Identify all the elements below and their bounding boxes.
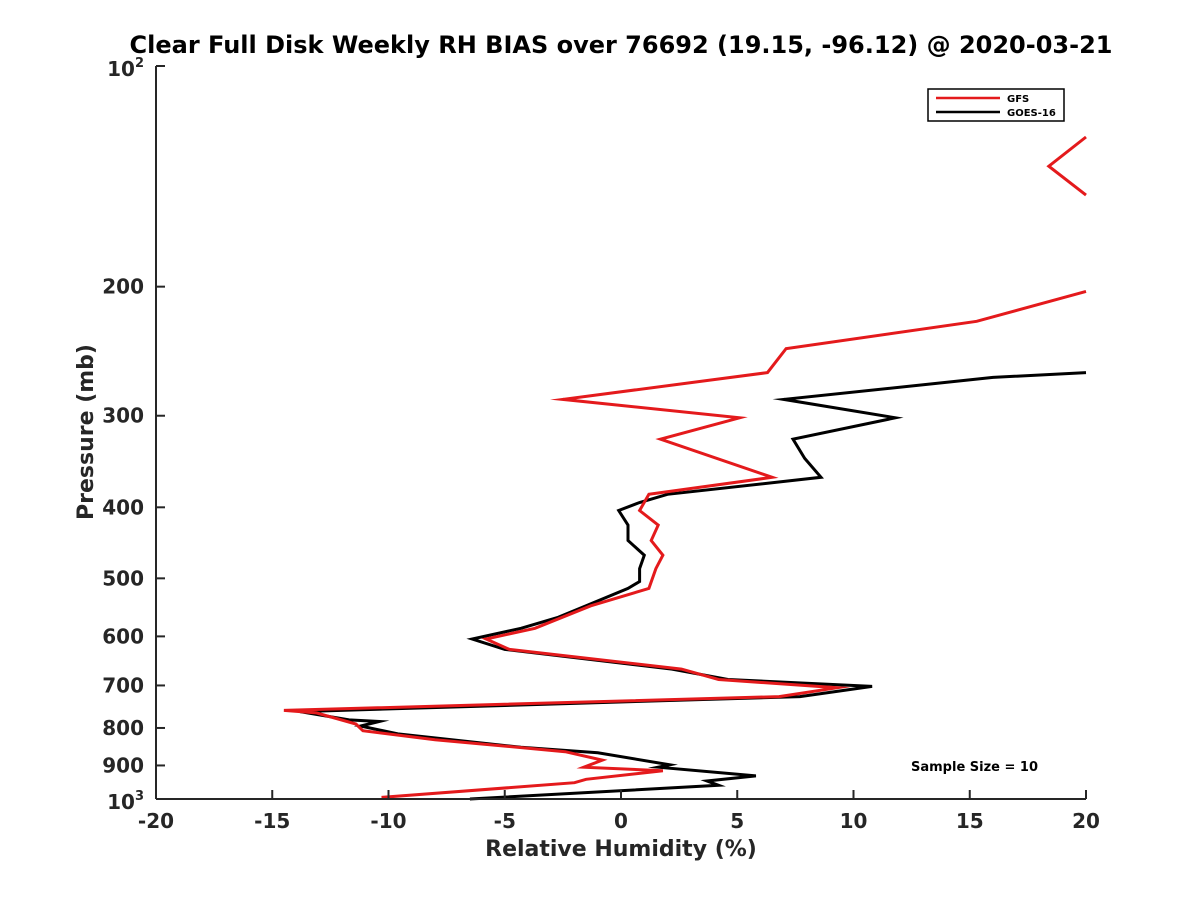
x-ticks: -20 -15 -10 -5 0 5 10 15 20 xyxy=(138,790,1100,833)
x-tick-label: -10 xyxy=(370,809,406,833)
x-tick-label: 20 xyxy=(1072,809,1100,833)
legend-label-goes16: GOES-16 xyxy=(1007,108,1056,119)
series-line-gfs-2 xyxy=(283,289,1087,799)
y-tick-label: 900 xyxy=(102,753,144,777)
y-ticks: 200 300 400 500 600 700 800 900 xyxy=(102,65,165,800)
y-tick-label: 800 xyxy=(102,716,144,740)
y-top-exp: 2 xyxy=(135,56,144,71)
y-tick-label: 200 xyxy=(102,275,144,299)
legend-box xyxy=(927,88,1065,122)
x-tick-label: 10 xyxy=(840,809,868,833)
y-tick-label: 600 xyxy=(102,624,144,648)
series-layer xyxy=(283,135,1087,801)
x-tick-label: -5 xyxy=(494,809,516,833)
y-tick-label: 500 xyxy=(102,566,144,590)
y-bottom-tick-label: 103 xyxy=(107,789,144,814)
y-top-tick-label: 102 xyxy=(107,56,144,81)
x-tick-label: 5 xyxy=(730,809,744,833)
y-tick-label: 700 xyxy=(102,673,144,697)
sample-size-annotation: Sample Size = 10 xyxy=(911,760,1038,775)
x-axis-label: Relative Humidity (%) xyxy=(485,837,757,862)
y-axis-label: Pressure (mb) xyxy=(74,344,99,520)
x-tick-label: -15 xyxy=(254,809,290,833)
plot-area xyxy=(156,66,1086,799)
y-top-base: 10 xyxy=(107,57,135,81)
chart-title: Clear Full Disk Weekly RH BIAS over 7669… xyxy=(130,31,1113,59)
legend: GFS GOES-16 xyxy=(927,88,1065,122)
x-tick-label: 0 xyxy=(614,809,628,833)
y-tick-label: 400 xyxy=(102,495,144,519)
x-tick-label: -20 xyxy=(138,809,174,833)
series-line-goes16 xyxy=(299,371,1087,801)
y-tick-label: 300 xyxy=(102,404,144,428)
y-bottom-exp: 3 xyxy=(135,789,144,804)
legend-label-gfs: GFS xyxy=(1007,94,1029,105)
x-tick-label: 15 xyxy=(956,809,984,833)
series-line-gfs-1 xyxy=(1046,135,1087,197)
y-bottom-base: 10 xyxy=(107,790,135,814)
